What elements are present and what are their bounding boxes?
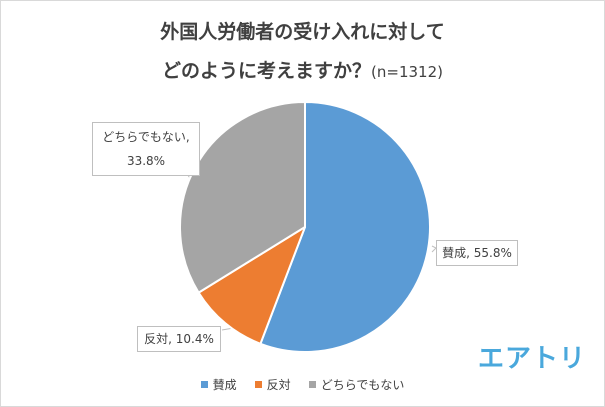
data-label-undecided-name: どちらでもない,	[102, 130, 190, 144]
data-label-no: 反対, 10.4%	[137, 326, 221, 352]
chart-title-question: どのように考えますか？	[162, 60, 372, 82]
data-label-undecided-value: 33.8%	[126, 154, 166, 168]
chart-title-line1: 外国人労働者の受け入れに対して	[160, 21, 445, 43]
pie-slice-no	[197, 226, 306, 345]
data-label-undecided: どちらでもない, 33.8%	[92, 122, 200, 176]
legend-item-undecided: どちらでもない	[308, 376, 405, 393]
legend-swatch-no	[254, 381, 262, 388]
legend-item-no: 反対	[254, 376, 291, 393]
sample-size: (n=1312)	[371, 63, 443, 81]
legend-label-undecided: どちらでもない	[320, 378, 405, 392]
legend-item-yes: 賛成	[200, 376, 237, 393]
data-label-yes: 賛成, 55.8%	[436, 240, 518, 266]
legend-label-yes: 賛成	[212, 378, 237, 392]
airtrip-logo: エアトリ	[478, 344, 587, 374]
legend-label-no: 反対	[266, 378, 291, 392]
chart-legend: 賛成 反対 どちらでもない	[0, 376, 605, 393]
pie-slice-yes	[259, 101, 431, 353]
legend-swatch-undecided	[308, 381, 316, 388]
legend-swatch-yes	[200, 381, 208, 388]
chart-title-line2: どのように考えますか？(n=1312)	[0, 56, 605, 83]
